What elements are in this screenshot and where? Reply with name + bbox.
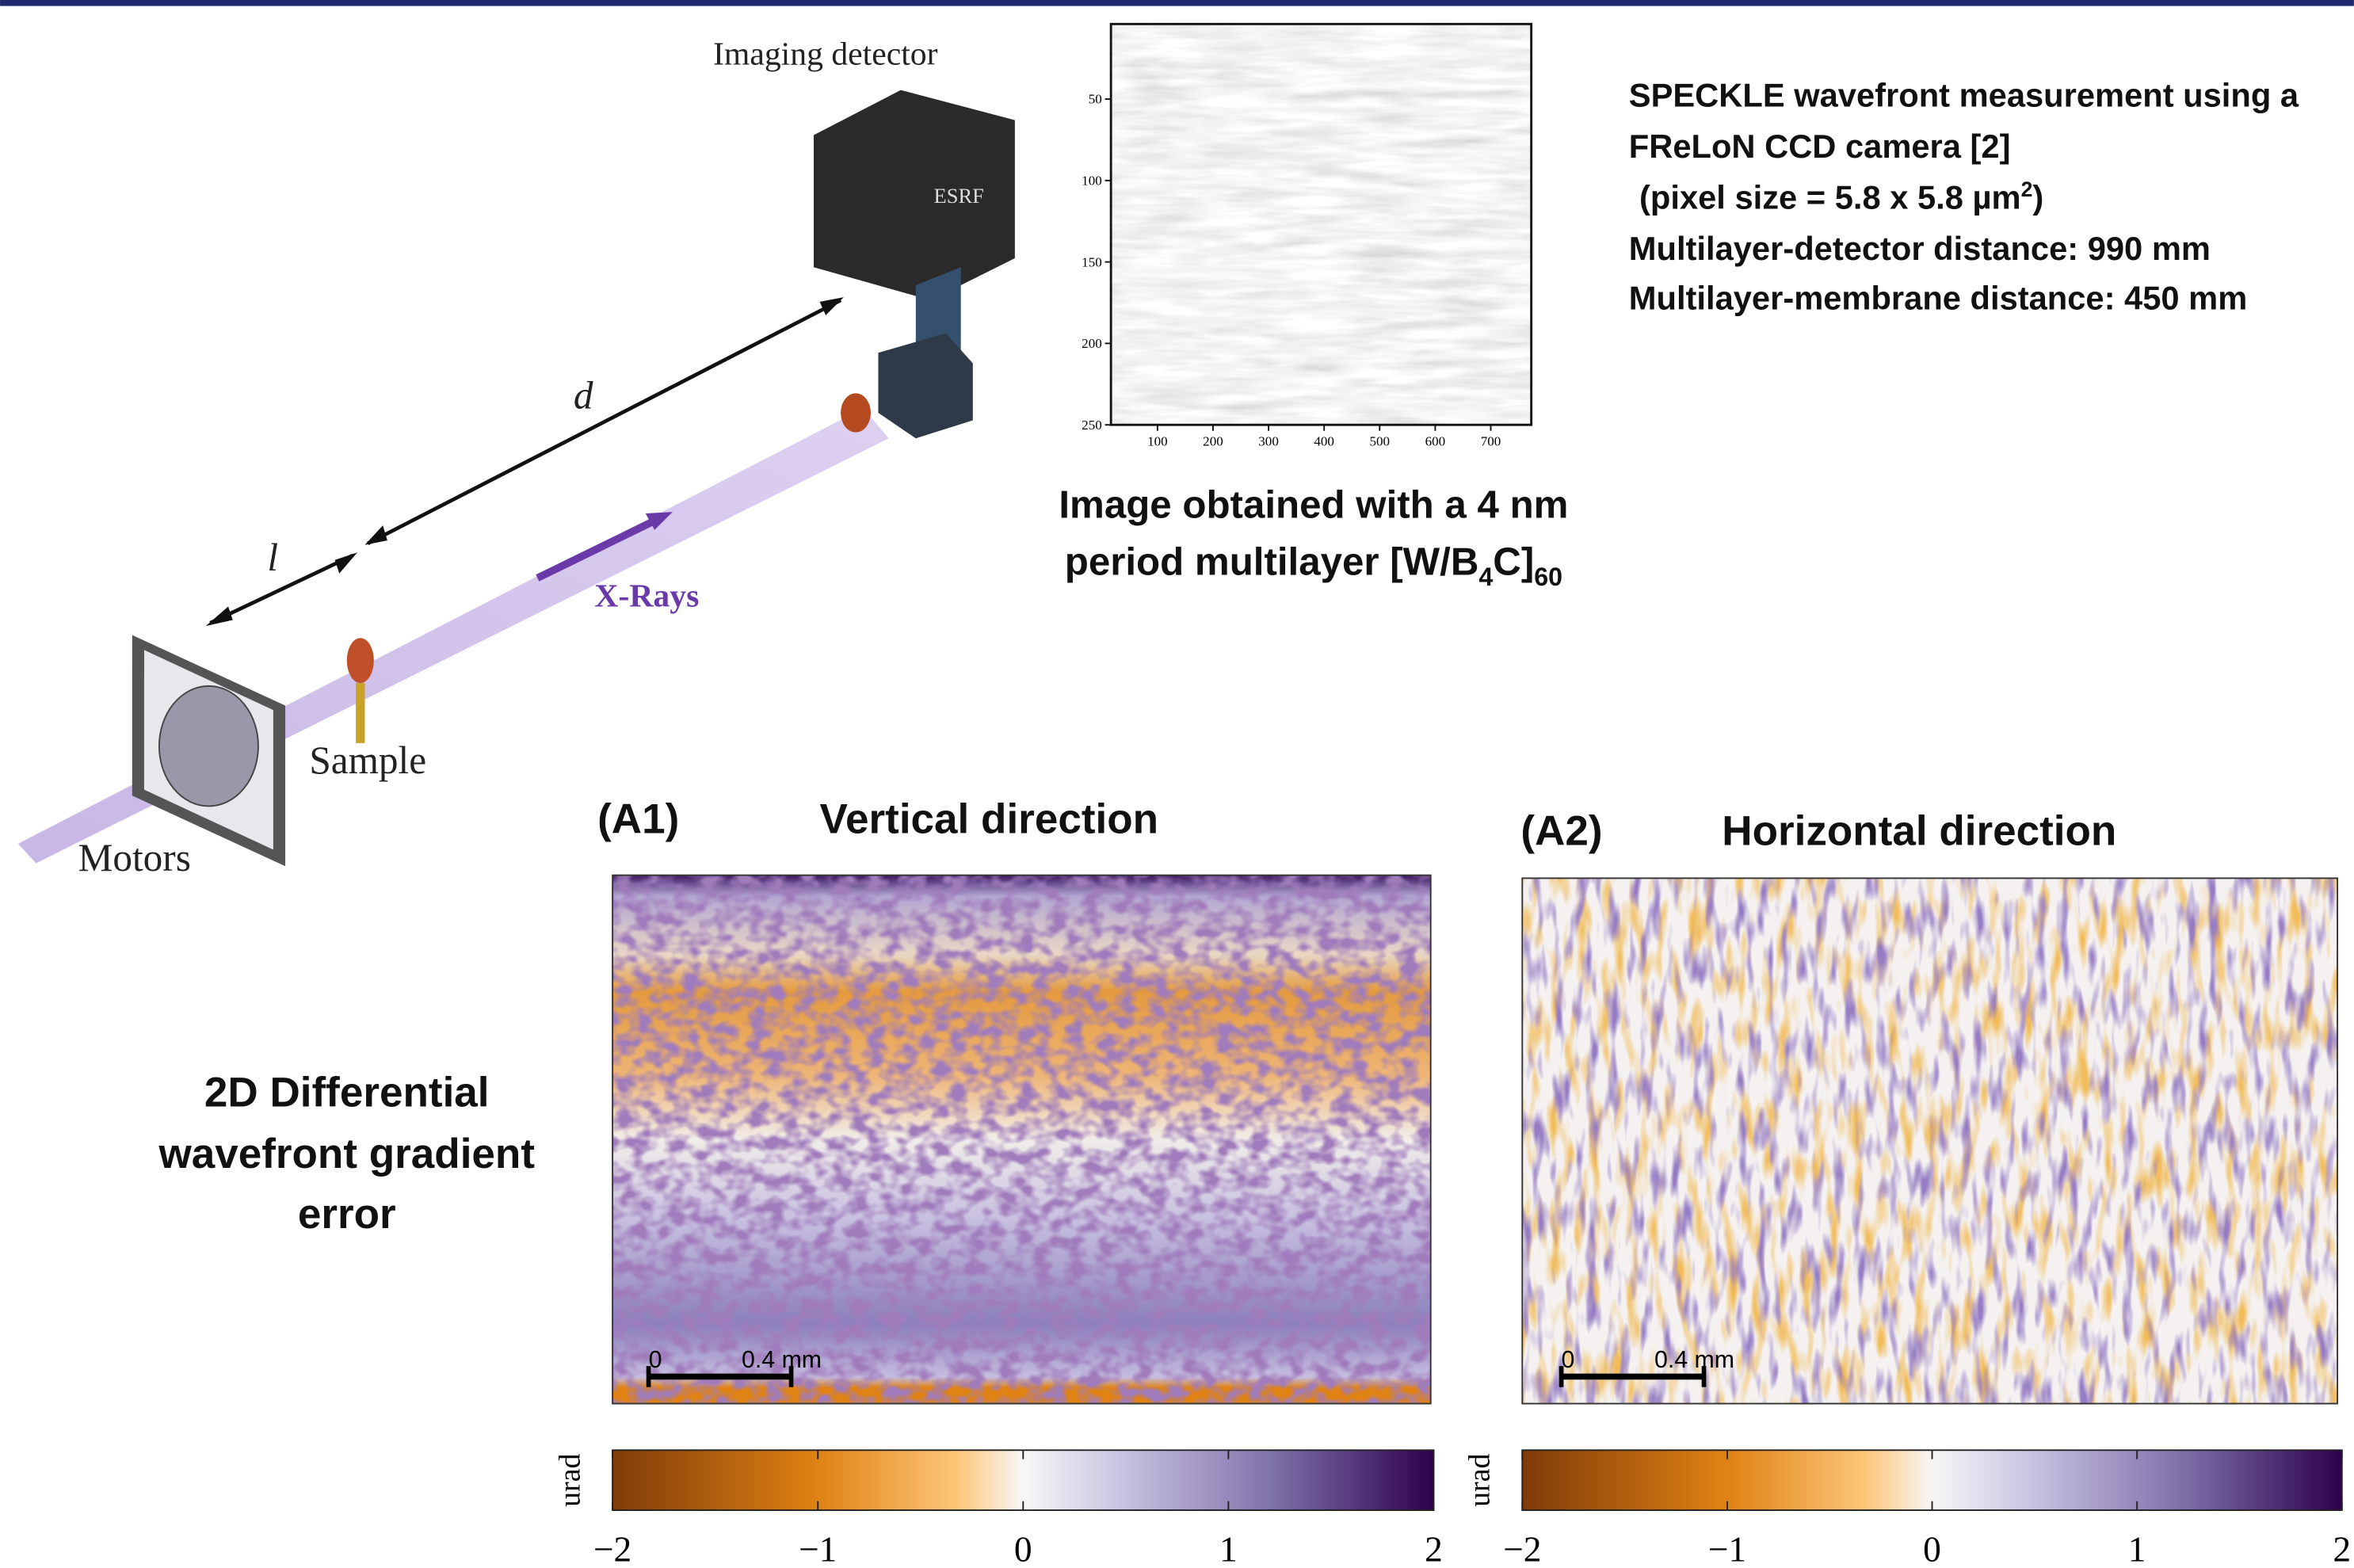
x-tick-label: 600 — [1425, 434, 1446, 449]
lens-front — [841, 393, 871, 432]
map-texture — [612, 876, 1431, 1404]
info-line: Multilayer-detector distance: 990 mm — [1629, 230, 2211, 267]
y-tick-label: 250 — [1082, 418, 1102, 433]
detector-box — [814, 90, 1015, 300]
panel-title: Horizontal direction — [1722, 808, 2116, 855]
panel-label: (A2) — [1520, 808, 1602, 855]
info-line: SPECKLE wavefront measurement using a — [1629, 77, 2299, 114]
side-label: 2D Differential wavefront gradient error — [158, 1069, 535, 1237]
detector-lens — [878, 334, 972, 439]
colorbar-label: urad — [1463, 1453, 1497, 1506]
side-label-line: wavefront gradient — [158, 1131, 535, 1177]
info: SPECKLE wavefront measurement using a FR… — [1629, 77, 2299, 317]
colorbar-tick-label: 0 — [1923, 1528, 1941, 1568]
slide: Imaging detector ESRF d l X-Rays Sample … — [0, 0, 2354, 1568]
colorbar-tick-label: 2 — [1425, 1528, 1443, 1568]
arrow-head — [820, 297, 844, 315]
side-label-line: 2D Differential — [204, 1069, 490, 1116]
colorbar-tick-label: −2 — [593, 1528, 631, 1568]
y-tick-label: 150 — [1082, 254, 1102, 269]
colorbar-tick-label: 1 — [1219, 1528, 1238, 1568]
distance-label: l — [267, 536, 278, 579]
distance-label: d — [574, 373, 593, 417]
info-part: (pixel size = 5.8 x 5.8 µm — [1639, 178, 2021, 216]
colorbar-label: urad — [553, 1453, 586, 1506]
sample-label: Sample — [309, 738, 426, 782]
top-bar — [0, 0, 2354, 6]
caption-part: C] — [1493, 540, 1534, 584]
x-tick-label: 100 — [1147, 434, 1168, 449]
arrow-head — [206, 606, 233, 626]
colorbar-tick-label: 1 — [2128, 1528, 2146, 1568]
caption-sub: 60 — [1534, 563, 1562, 591]
page: Imaging detector ESRF d l X-Rays Sample … — [0, 0, 2354, 1568]
caption: Image obtained with a 4 nm — [1059, 483, 1568, 527]
detector-label: Imaging detector — [713, 36, 938, 72]
info-sup: 2 — [2021, 177, 2033, 201]
arrow-head — [364, 525, 387, 545]
colorbar-tick-label: 2 — [2333, 1528, 2351, 1568]
caption-part: period multilayer [W/B — [1065, 540, 1479, 584]
map-texture — [1522, 878, 2337, 1403]
caption-sub: 4 — [1478, 563, 1493, 591]
panel-label: (A1) — [597, 796, 679, 843]
info-line: Multilayer-membrane distance: 450 mm — [1629, 279, 2247, 316]
scale-end: 0.4 mm — [742, 1347, 822, 1373]
motors-label: Motors — [78, 836, 191, 879]
arrow-l — [210, 555, 353, 623]
x-tick-label: 500 — [1369, 434, 1390, 449]
x-tick-label: 700 — [1481, 434, 1501, 449]
arrow-d — [368, 300, 841, 544]
map-a1 — [612, 876, 1431, 1404]
caption: period multilayer [W/B4C]60 — [1065, 540, 1562, 591]
scale-start: 0 — [1562, 1347, 1575, 1373]
sample — [347, 638, 374, 683]
side-label-line: error — [298, 1191, 396, 1238]
speckle-image — [1111, 24, 1532, 425]
info-line: FReLoN CCD camera [2] — [1629, 128, 2011, 165]
info-part: ) — [2032, 178, 2043, 216]
colorbar-tick-label: −2 — [1503, 1528, 1541, 1568]
y-tick-label: 50 — [1089, 92, 1102, 107]
x-tick-label: 200 — [1203, 434, 1223, 449]
x-tick-label: 400 — [1314, 434, 1334, 449]
info-line: (pixel size = 5.8 x 5.8 µm2) — [1639, 177, 2043, 216]
beam-label: X-Rays — [594, 578, 699, 614]
membrane — [159, 686, 258, 807]
detector-logo: ESRF — [934, 184, 984, 208]
y-tick-label: 200 — [1082, 336, 1102, 351]
x-tick-label: 300 — [1258, 434, 1279, 449]
arrow-head — [335, 552, 357, 574]
setup-diagram: Imaging detector ESRF d l X-Rays Sample … — [18, 36, 1015, 879]
speckle-texture — [1111, 24, 1532, 425]
scale-start: 0 — [649, 1347, 662, 1373]
colorbar-tick-label: 0 — [1014, 1528, 1032, 1568]
map-a2 — [1522, 878, 2337, 1403]
colorbar-tick-label: −1 — [799, 1528, 837, 1568]
scale-end: 0.4 mm — [1654, 1347, 1734, 1373]
colorbar-tick-label: −1 — [1708, 1528, 1746, 1568]
panel-title: Vertical direction — [820, 796, 1158, 843]
y-tick-label: 100 — [1082, 174, 1102, 189]
